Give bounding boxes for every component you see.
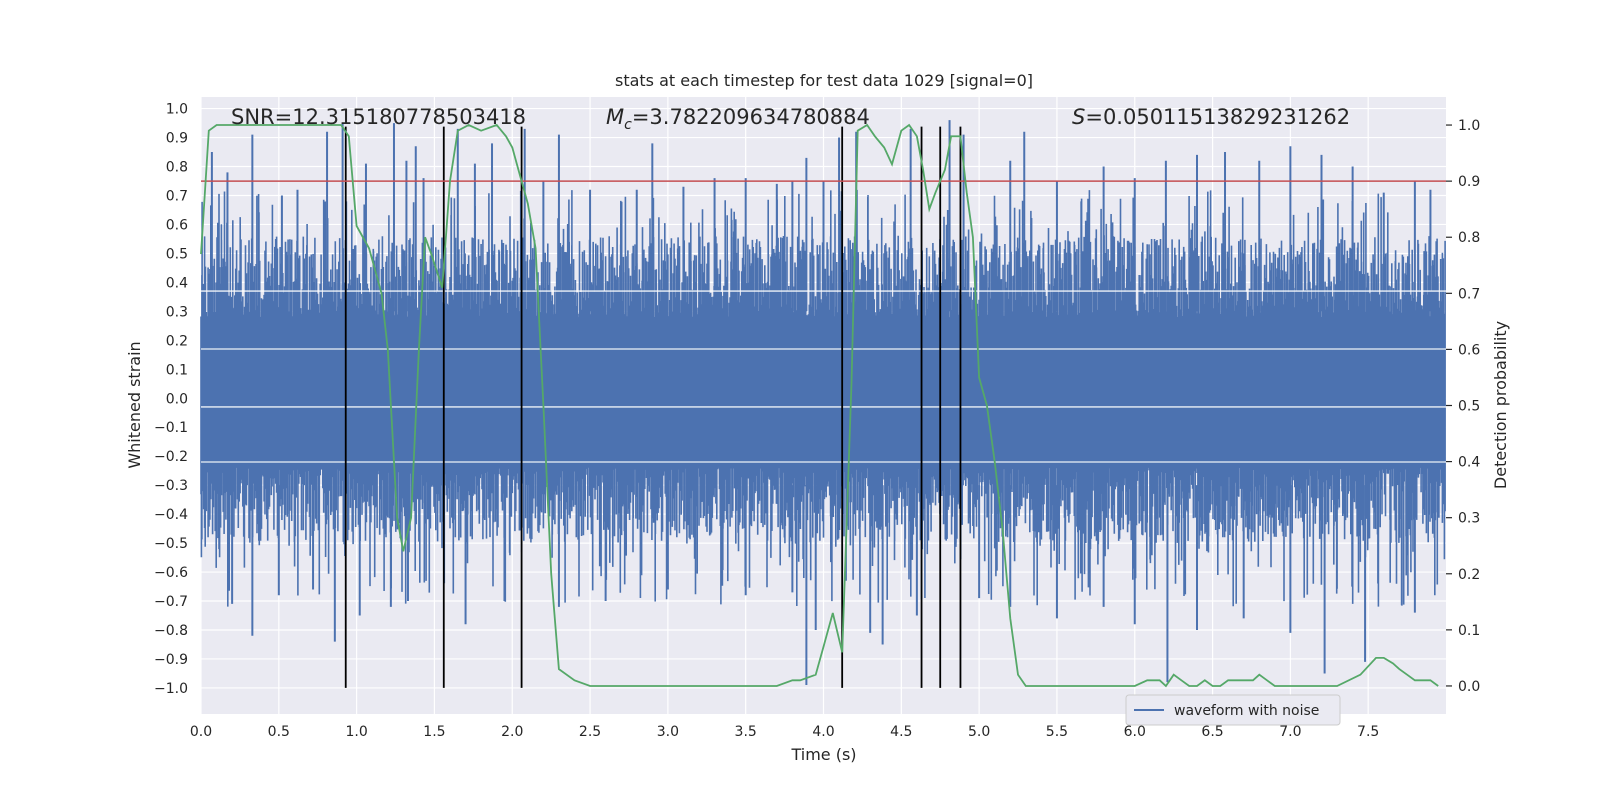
x-tick-label: 2.0 [501, 724, 523, 740]
y-tick-label-left: −0.8 [154, 623, 188, 639]
y-tick-label-left: −0.2 [154, 449, 188, 465]
x-tick-label: 7.0 [1279, 724, 1301, 740]
y-tick-label-left: 0.4 [166, 275, 188, 291]
snr-annotation: SNR=12.315180778503418 [231, 105, 526, 129]
y-tick-label-right: 0.2 [1458, 567, 1480, 583]
y-tick-label-right: 0.3 [1458, 511, 1480, 527]
x-tick-label: 2.5 [579, 724, 601, 740]
y-axis-label-left: Whitened strain [125, 341, 144, 468]
s-value: =0.05011513829231262 [1085, 105, 1350, 129]
y-tick-label-right: 0.9 [1458, 174, 1480, 190]
x-tick-label: 3.5 [735, 724, 757, 740]
x-tick-label: 7.5 [1357, 724, 1379, 740]
chirp-mass-annotation: Mc=3.782209634780884 [606, 105, 870, 133]
chart-title: stats at each timestep for test data 102… [615, 71, 1033, 90]
detection-probability-line [200, 123, 1439, 688]
y-tick-label-right: 0.8 [1458, 230, 1480, 246]
y-tick-label-right: 0.6 [1458, 342, 1480, 358]
x-tick-label: 5.0 [968, 724, 990, 740]
y-axis-ticks-right: 1.0 0.9 0.8 0.7 0.6 0.5 0.4 0.3 0.2 0.1 0.0 [1446, 118, 1480, 695]
y-tick-label-left: −0.4 [154, 507, 188, 523]
legend: waveform with noise [1125, 694, 1341, 726]
mc-symbol: M [606, 105, 624, 129]
waveform-series [200, 120, 1446, 686]
y-tick-label-left: 0.6 [166, 217, 188, 233]
y-tick-label-right: 0.0 [1458, 679, 1480, 695]
y-tick-label-left: −0.1 [154, 420, 188, 436]
mc-value: =3.782209634780884 [632, 105, 870, 129]
y-tick-label-left: 0.1 [166, 362, 188, 378]
x-tick-label: 5.5 [1046, 724, 1068, 740]
y-tick-label-left: 0.5 [166, 246, 188, 262]
legend-box [1125, 694, 1341, 726]
y-axis-label-right: Detection probability [1491, 321, 1510, 489]
x-tick-label: 6.0 [1124, 724, 1146, 740]
x-tick-label: 3.0 [657, 724, 679, 740]
y-axis-ticks-left: 1.0 0.9 0.8 0.7 0.6 0.5 0.4 0.3 0.2 0.1 0.0 −0.1 −0.… [154, 102, 188, 697]
y-tick-label-right: 0.4 [1458, 455, 1480, 471]
x-tick-label: 0.0 [190, 724, 212, 740]
y-tick-label-left: 0.8 [166, 160, 188, 176]
marker-lines [344, 126, 962, 688]
y-tick-label-left: 0.9 [166, 131, 188, 147]
legend-entry-waveform: waveform with noise [1174, 703, 1319, 719]
y-tick-label-left: 0.3 [166, 304, 188, 320]
x-tick-label: 6.5 [1201, 724, 1223, 740]
y-tick-label-left: 0.7 [166, 188, 188, 204]
x-axis-label: Time (s) [790, 745, 856, 764]
y-tick-label-right: 0.1 [1458, 623, 1480, 639]
s-annotation: S=0.05011513829231262 [1072, 105, 1350, 129]
waveform-noise-body [200, 189, 1446, 607]
y-tick-label-left: −0.9 [154, 652, 188, 668]
y-tick-label-left: 0.2 [166, 333, 188, 349]
x-tick-label: 4.0 [812, 724, 834, 740]
y-tick-label-right: 0.7 [1458, 286, 1480, 302]
y-tick-label-left: −0.6 [154, 565, 188, 581]
s-symbol: S [1072, 105, 1085, 129]
x-tick-label: 1.0 [345, 724, 367, 740]
x-tick-label: 1.5 [423, 724, 445, 740]
mc-subscript: c [624, 117, 632, 133]
x-axis-ticks: 0.0 0.5 1.0 1.5 2.0 2.5 3.0 3.5 4.0 4.5 5.0 5.5 6.0 6… [190, 724, 1379, 740]
y-tick-label-right: 1.0 [1458, 118, 1480, 134]
y-tick-label-left: −1.0 [154, 681, 188, 697]
y-tick-label-left: 0.0 [166, 391, 188, 407]
y-tick-label-left: −0.5 [154, 536, 188, 552]
x-tick-label: 0.5 [268, 724, 290, 740]
y-tick-label-right: 0.5 [1458, 399, 1480, 415]
x-tick-label: 4.5 [890, 724, 912, 740]
plot-area [200, 120, 1446, 688]
y-tick-label-left: −0.3 [154, 478, 188, 494]
y-tick-label-left: 1.0 [166, 102, 188, 118]
y-tick-label-left: −0.7 [154, 594, 188, 610]
